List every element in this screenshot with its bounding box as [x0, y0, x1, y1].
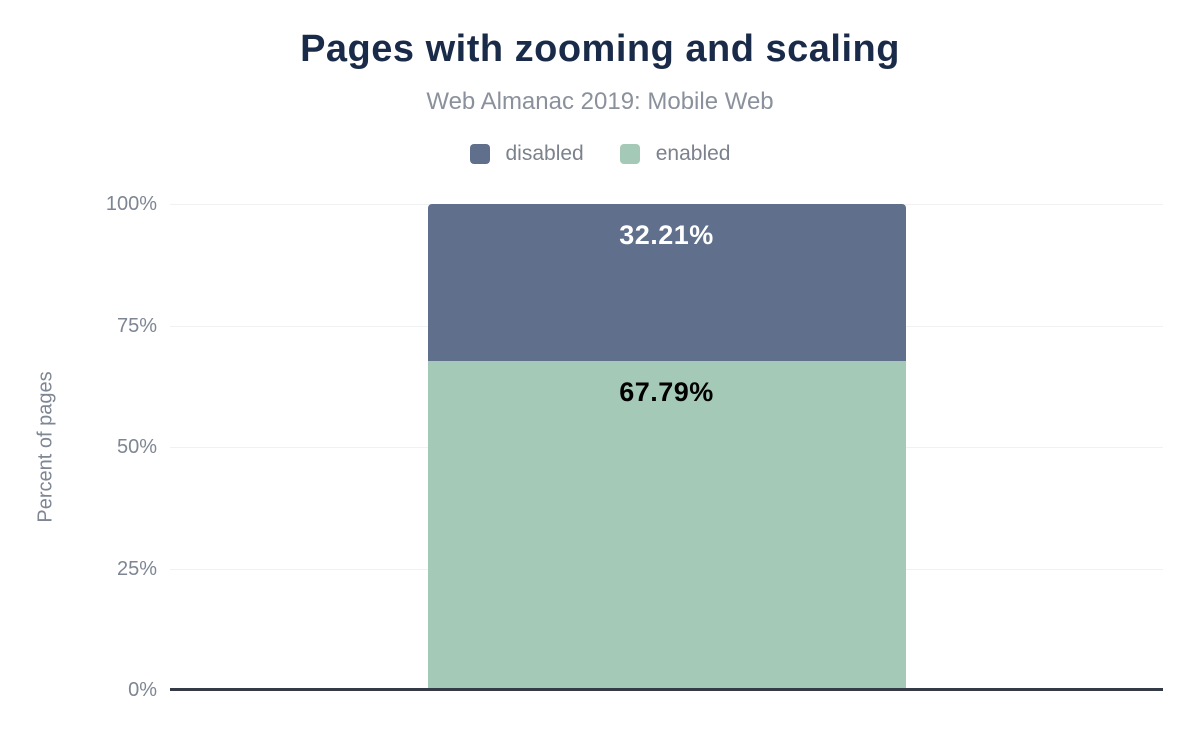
y-tick-label: 100% — [105, 193, 157, 215]
legend-item-enabled[interactable]: enabled — [619, 142, 731, 166]
chart-subtitle: Web Almanac 2019: Mobile Web — [426, 88, 774, 115]
legend-label-disabled: disabled — [505, 142, 584, 165]
bar-segment-disabled[interactable]: 32.21% — [427, 204, 906, 361]
y-tick-label: 25% — [116, 557, 157, 580]
y-tick-label: 0% — [128, 679, 157, 701]
legend-item-disabled[interactable]: disabled — [469, 142, 584, 166]
legend: disabled enabled — [0, 142, 1200, 166]
data-label-disabled: 32.21% — [619, 220, 714, 250]
bar-segment-enabled[interactable]: 67.79% — [427, 360, 906, 690]
data-label-enabled: 67.79% — [619, 376, 714, 407]
y-tick-label: 50% — [116, 436, 157, 458]
y-axis-tick-labels: 100% 75% 50% 25% 0% — [0, 194, 157, 700]
chart-title: Pages with zooming and scaling — [300, 28, 900, 70]
y-tick-label: 75% — [116, 314, 157, 337]
legend-swatch-disabled-icon — [469, 144, 490, 164]
stacked-bar[interactable]: 32.21% 67.79% — [427, 204, 906, 690]
legend-swatch-enabled-icon — [619, 144, 640, 164]
plot-area: 32.21% 67.79% — [170, 204, 1163, 691]
legend-label-enabled: enabled — [655, 142, 731, 165]
x-axis-line — [170, 688, 1163, 691]
